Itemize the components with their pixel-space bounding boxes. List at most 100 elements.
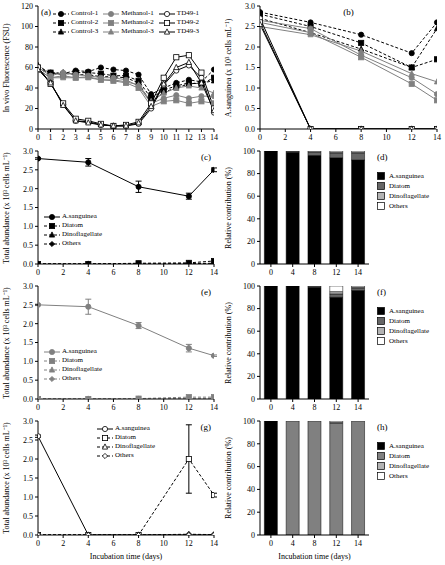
svg-text:14: 14 <box>210 133 218 142</box>
svg-text:4: 4 <box>291 403 295 412</box>
svg-text:12: 12 <box>185 403 193 412</box>
svg-text:4: 4 <box>86 403 90 412</box>
svg-text:2: 2 <box>283 133 287 142</box>
svg-text:8: 8 <box>313 268 317 277</box>
svg-text:7: 7 <box>124 133 128 142</box>
svg-text:3: 3 <box>74 133 78 142</box>
svg-text:40: 40 <box>25 84 33 93</box>
svg-text:12: 12 <box>185 133 193 142</box>
svg-text:12: 12 <box>332 539 340 548</box>
svg-text:40: 40 <box>247 350 255 359</box>
svg-text:1: 1 <box>49 133 53 142</box>
svg-text:1.0: 1.0 <box>23 357 33 366</box>
svg-text:0: 0 <box>269 539 273 548</box>
svg-text:8: 8 <box>137 268 141 277</box>
svg-text:1.5: 1.5 <box>23 203 33 212</box>
svg-text:2: 2 <box>61 268 65 277</box>
svg-text:9: 9 <box>149 133 153 142</box>
svg-text:0.0: 0.0 <box>23 395 33 404</box>
svg-text:40: 40 <box>247 485 255 494</box>
svg-text:4: 4 <box>309 133 313 142</box>
svg-text:20: 20 <box>25 104 33 113</box>
svg-text:20: 20 <box>247 372 255 381</box>
svg-text:12: 12 <box>185 268 193 277</box>
svg-text:1.0: 1.0 <box>23 222 33 231</box>
svg-text:0: 0 <box>251 531 255 540</box>
svg-text:2.0: 2.0 <box>245 43 255 52</box>
svg-text:0: 0 <box>36 539 40 548</box>
svg-text:0: 0 <box>36 403 40 412</box>
svg-text:14: 14 <box>210 268 218 277</box>
svg-text:10: 10 <box>160 133 168 142</box>
svg-text:80: 80 <box>247 440 255 449</box>
svg-text:120: 120 <box>21 2 33 11</box>
svg-text:4: 4 <box>86 268 90 277</box>
svg-text:2.5: 2.5 <box>23 436 33 445</box>
svg-text:6: 6 <box>334 133 338 142</box>
svg-text:3.0: 3.0 <box>23 282 33 291</box>
svg-text:80: 80 <box>25 43 33 52</box>
svg-text:8: 8 <box>137 133 141 142</box>
svg-text:5: 5 <box>99 133 103 142</box>
svg-text:0: 0 <box>36 268 40 277</box>
svg-text:14: 14 <box>354 403 362 412</box>
svg-text:6: 6 <box>111 268 115 277</box>
svg-text:0: 0 <box>36 133 40 142</box>
svg-text:0.0: 0.0 <box>23 531 33 540</box>
svg-text:40: 40 <box>247 215 255 224</box>
svg-text:80: 80 <box>247 169 255 178</box>
svg-text:4: 4 <box>291 539 295 548</box>
svg-text:0.5: 0.5 <box>23 241 33 250</box>
svg-text:2: 2 <box>61 133 65 142</box>
svg-text:1.5: 1.5 <box>23 474 33 483</box>
svg-text:100: 100 <box>243 282 255 291</box>
svg-text:60: 60 <box>247 327 255 336</box>
svg-text:2.5: 2.5 <box>23 166 33 175</box>
svg-text:0: 0 <box>269 403 273 412</box>
svg-text:10: 10 <box>160 403 168 412</box>
svg-text:11: 11 <box>172 133 180 142</box>
svg-text:0.5: 0.5 <box>23 376 33 385</box>
svg-text:4: 4 <box>86 133 90 142</box>
svg-text:60: 60 <box>247 462 255 471</box>
svg-text:20: 20 <box>247 508 255 517</box>
svg-text:6: 6 <box>111 403 115 412</box>
svg-text:14: 14 <box>354 539 362 548</box>
svg-text:6: 6 <box>111 133 115 142</box>
svg-text:0: 0 <box>29 125 33 134</box>
svg-text:3.0: 3.0 <box>23 417 33 426</box>
svg-text:10: 10 <box>160 539 168 548</box>
svg-text:12: 12 <box>408 133 416 142</box>
svg-text:8: 8 <box>359 133 363 142</box>
svg-text:2.0: 2.0 <box>23 185 33 194</box>
svg-text:2.0: 2.0 <box>23 320 33 329</box>
svg-text:1.5: 1.5 <box>245 63 255 72</box>
svg-text:12: 12 <box>185 539 193 548</box>
svg-text:14: 14 <box>354 268 362 277</box>
svg-text:3.0: 3.0 <box>23 147 33 156</box>
svg-text:8: 8 <box>137 403 141 412</box>
svg-text:20: 20 <box>247 237 255 246</box>
svg-text:0: 0 <box>258 133 262 142</box>
svg-text:1.0: 1.0 <box>245 84 255 93</box>
svg-text:12: 12 <box>332 403 340 412</box>
svg-text:0: 0 <box>269 268 273 277</box>
svg-text:0.0: 0.0 <box>245 125 255 134</box>
svg-text:4: 4 <box>86 539 90 548</box>
svg-text:0: 0 <box>251 395 255 404</box>
svg-text:100: 100 <box>21 22 33 31</box>
svg-text:60: 60 <box>247 192 255 201</box>
svg-text:14: 14 <box>433 133 437 142</box>
svg-text:1.5: 1.5 <box>23 338 33 347</box>
svg-text:2: 2 <box>61 539 65 548</box>
svg-text:0.5: 0.5 <box>245 104 255 113</box>
svg-text:13: 13 <box>197 133 205 142</box>
svg-text:8: 8 <box>313 403 317 412</box>
svg-text:80: 80 <box>247 304 255 313</box>
svg-text:100: 100 <box>243 417 255 426</box>
svg-text:3.0: 3.0 <box>245 2 255 11</box>
svg-text:60: 60 <box>25 63 33 72</box>
svg-text:4: 4 <box>291 268 295 277</box>
svg-text:2.5: 2.5 <box>245 22 255 31</box>
svg-text:0.0: 0.0 <box>23 260 33 269</box>
